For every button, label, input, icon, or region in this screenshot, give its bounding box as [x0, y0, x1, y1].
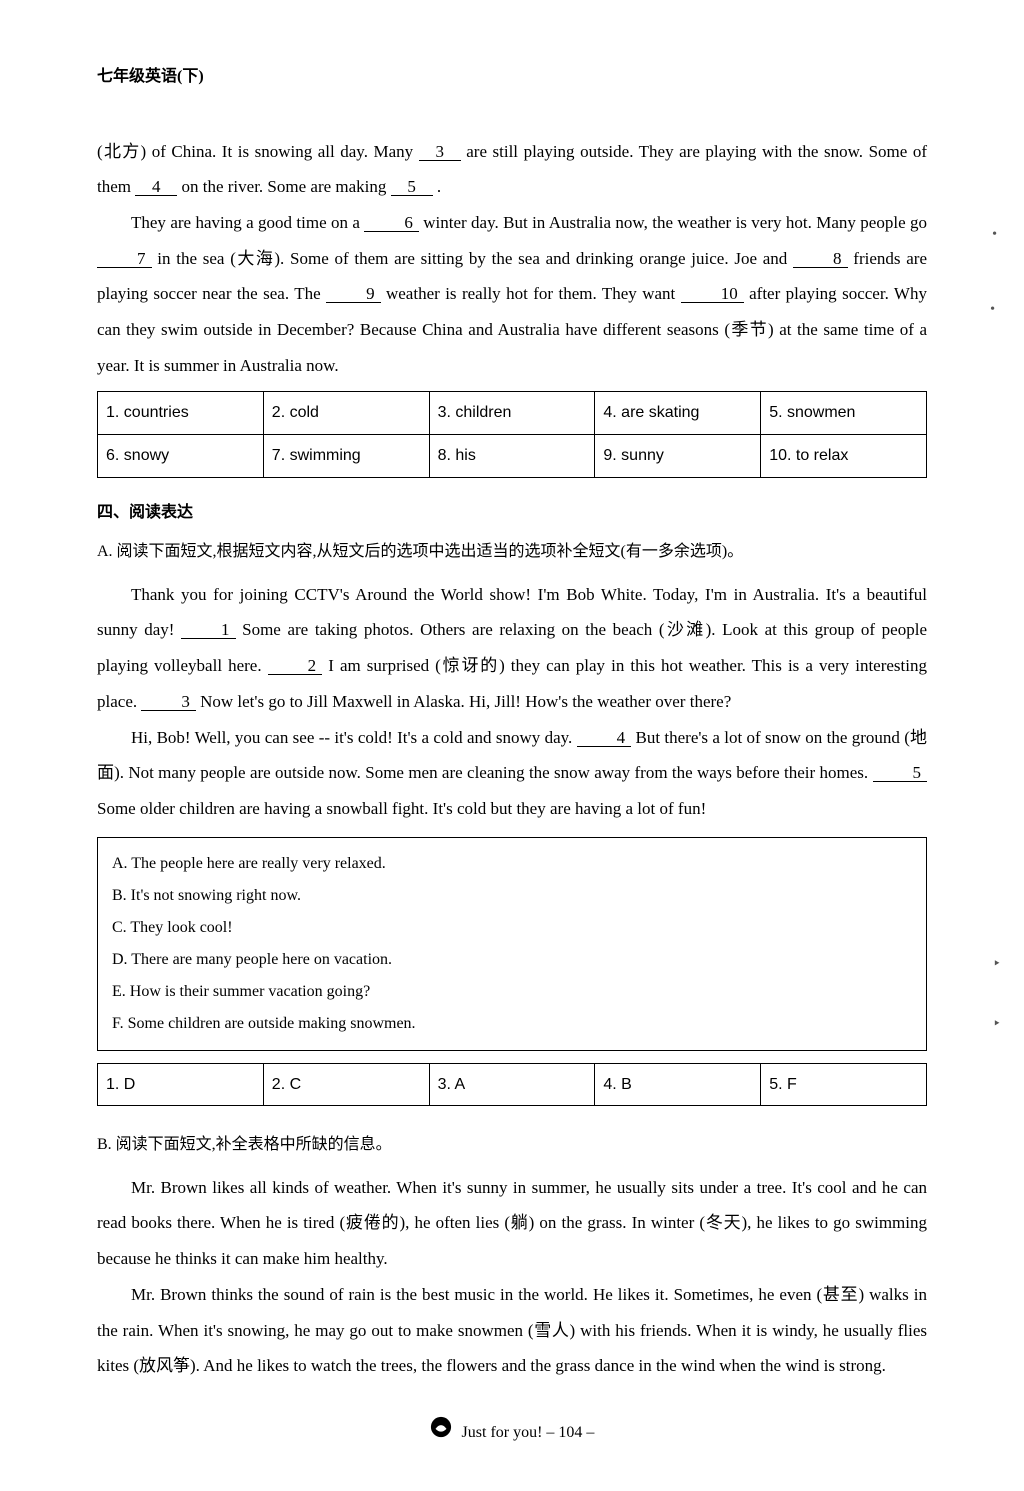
answer-table-cloze: 1. countries 2. cold 3. children 4. are … [97, 391, 927, 477]
cell: 4. B [595, 1063, 761, 1106]
footer-logo-icon [430, 1416, 452, 1451]
table-row: 1. countries 2. cold 3. children 4. are … [98, 392, 927, 435]
option-F: F. Some children are outside making snow… [112, 1008, 912, 1040]
blank-10: 10 [681, 285, 744, 303]
cell: 4. are skating [595, 392, 761, 435]
footer: Just for you! – 104 – [97, 1416, 927, 1451]
text: (北方) of China. It is snowing all day. Ma… [97, 142, 419, 161]
text: weather is really hot for them. They wan… [381, 284, 681, 303]
blankA-3: 3 [141, 693, 196, 711]
blankA-1: 1 [181, 621, 236, 639]
cell: 6. snowy [98, 435, 264, 478]
text: . [433, 177, 442, 196]
cell: 9. sunny [595, 435, 761, 478]
blankA-5: 5 [873, 764, 928, 782]
passageB-p2: Mr. Brown thinks the sound of rain is th… [97, 1277, 927, 1384]
cell: 10. to relax [761, 435, 927, 478]
option-C: C. They look cool! [112, 912, 912, 944]
text: Now let's go to Jill Maxwell in Alaska. … [196, 692, 731, 711]
answers-row-A: 1. D 2. C 3. A 4. B 5. F [97, 1063, 927, 1107]
table-row: 6. snowy 7. swimming 8. his 9. sunny 10.… [98, 435, 927, 478]
option-B: B. It's not snowing right now. [112, 880, 912, 912]
blank-3: 3 [419, 143, 461, 161]
text: Hi, Bob! Well, you can see -- it's cold!… [131, 728, 577, 747]
cell: 3. children [429, 392, 595, 435]
blank-6: 6 [364, 214, 419, 232]
page-container: 七年级英语(下) (北方) of China. It is snowing al… [57, 0, 967, 1491]
blankA-2: 2 [268, 657, 323, 675]
blank-9: 9 [326, 285, 381, 303]
blank-4: 4 [135, 178, 177, 196]
option-E: E. How is their summer vacation going? [112, 976, 912, 1008]
passage1-p1: (北方) of China. It is snowing all day. Ma… [97, 134, 927, 205]
cell: 7. swimming [263, 435, 429, 478]
cell: 1. D [98, 1063, 264, 1106]
partB-instruction: B. 阅读下面短文,补全表格中所缺的信息。 [97, 1128, 927, 1162]
passageB-p1: Mr. Brown likes all kinds of weather. Wh… [97, 1170, 927, 1277]
text: Some older children are having a snowbal… [97, 799, 706, 818]
blank-7: 7 [97, 250, 152, 268]
blank-8: 8 [793, 250, 848, 268]
cell: 1. countries [98, 392, 264, 435]
options-box: A. The people here are really very relax… [97, 837, 927, 1051]
passageA-p1: Thank you for joining CCTV's Around the … [97, 577, 927, 720]
page-header: 七年级英语(下) [97, 60, 927, 94]
cell: 2. cold [263, 392, 429, 435]
cell: 2. C [263, 1063, 429, 1106]
text: They are having a good time on a [131, 213, 364, 232]
blankA-4: 4 [577, 729, 632, 747]
cell: 8. his [429, 435, 595, 478]
scan-mark: • [990, 295, 995, 324]
blank-5: 5 [391, 178, 433, 196]
passage1-p2: They are having a good time on a 6 winte… [97, 205, 927, 383]
text: on the river. Some are making [177, 177, 390, 196]
footer-text: Just for you! – 104 – [462, 1424, 595, 1441]
table-row: 1. D 2. C 3. A 4. B 5. F [98, 1063, 927, 1106]
section4-title: 四、阅读表达 [97, 496, 927, 530]
text: in the sea (大海). Some of them are sittin… [152, 249, 794, 268]
cell: 3. A [429, 1063, 595, 1106]
text: winter day. But in Australia now, the we… [419, 213, 927, 232]
option-A: A. The people here are really very relax… [112, 848, 912, 880]
partA-instruction: A. 阅读下面短文,根据短文内容,从短文后的选项中选出适当的选项补全短文(有一多… [97, 535, 927, 569]
scan-mark: • [992, 220, 997, 249]
scan-mark: ‣ [993, 950, 1001, 979]
cell: 5. snowmen [761, 392, 927, 435]
option-D: D. There are many people here on vacatio… [112, 944, 912, 976]
scan-mark: ‣ [993, 1010, 1001, 1039]
cell: 5. F [761, 1063, 927, 1106]
passageA-p2: Hi, Bob! Well, you can see -- it's cold!… [97, 720, 927, 827]
